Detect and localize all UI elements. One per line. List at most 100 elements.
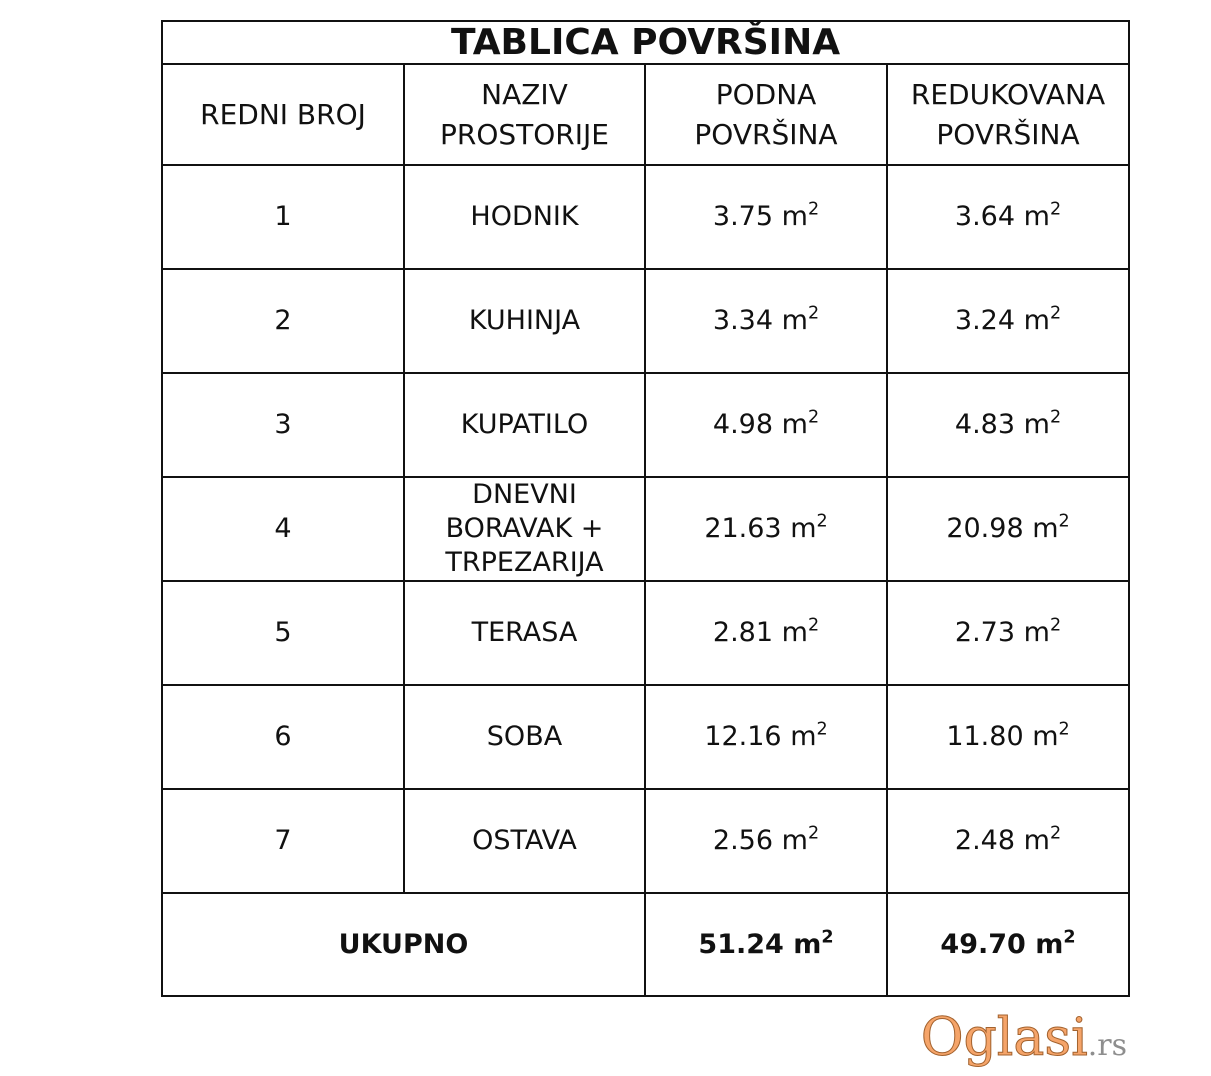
- floor-area-value: 3.34: [712, 305, 774, 336]
- reduced-area: 20.98 m2: [885, 476, 1131, 582]
- row-number: 7: [161, 788, 405, 894]
- table-row: 1 HODNIK 3.75 m2 3.64 m2: [161, 164, 1131, 270]
- unit-exponent: 2: [1049, 303, 1062, 324]
- unit: m: [781, 201, 808, 232]
- floor-area: 4.98 m2: [644, 372, 888, 478]
- room-name: TERASA: [403, 580, 646, 686]
- floor-area: 12.16 m2: [644, 684, 888, 790]
- unit: m: [1023, 409, 1050, 440]
- header-no: REDNI BROJ: [161, 63, 405, 166]
- header-reduced-line1: REDUKOVANA: [910, 77, 1106, 111]
- unit-exponent: 2: [807, 615, 820, 636]
- header-row: REDNI BROJ NAZIV PROSTORIJE PODNA POVRŠINA…: [161, 63, 1131, 166]
- header-floor: PODNA POVRŠINA: [644, 63, 888, 166]
- floor-area: 2.81 m2: [644, 580, 888, 686]
- unit: m: [781, 617, 808, 648]
- unit-exponent: 2: [816, 511, 828, 532]
- floor-area: 2.56 m2: [644, 788, 888, 894]
- logo-tld: .rs: [1087, 1028, 1127, 1063]
- reduced-area-value: 2.73: [954, 617, 1016, 648]
- unit: m: [790, 513, 817, 544]
- unit-exponent: 2: [807, 303, 820, 324]
- reduced-area: 11.80 m2: [885, 684, 1131, 790]
- unit-exponent: 2: [1049, 407, 1062, 428]
- unit-exponent: 2: [807, 407, 820, 428]
- total-row: UKUPNO 51.24 m2 49.70 m2: [161, 892, 1131, 997]
- unit: m: [1035, 929, 1064, 960]
- floor-area: 21.63 m2: [644, 476, 888, 582]
- reduced-area: 4.83 m2: [885, 372, 1131, 478]
- floor-area: 3.75 m2: [644, 164, 888, 270]
- unit: m: [793, 929, 822, 960]
- area-table: TABLICA POVRŠINA REDNI BROJ NAZIV PROSTOR…: [160, 20, 1131, 997]
- floor-area-value: 21.63: [704, 513, 782, 544]
- room-name: SOBA: [403, 684, 646, 790]
- unit: m: [781, 825, 808, 856]
- header-name-line2: PROSTORIJE: [440, 117, 609, 151]
- unit-exponent: 2: [807, 823, 820, 844]
- unit-exponent: 2: [1058, 719, 1070, 740]
- table-row: 5 TERASA 2.81 m2 2.73 m2: [161, 580, 1131, 686]
- reduced-area: 3.24 m2: [885, 268, 1131, 374]
- header-reduced: REDUKOVANA POVRŠINA: [885, 63, 1131, 166]
- unit: m: [790, 721, 817, 752]
- unit: m: [1032, 721, 1059, 752]
- total-reduced-value: 49.70: [940, 929, 1026, 960]
- table-row: 4 DNEVNI BORAVAK + TRPEZARIJA 21.63 m2 2…: [161, 476, 1131, 582]
- reduced-area-value: 3.24: [954, 305, 1016, 336]
- reduced-area-value: 20.98: [946, 513, 1024, 544]
- unit: m: [1023, 305, 1050, 336]
- unit-exponent: 2: [1049, 615, 1062, 636]
- table-row: 7 OSTAVA 2.56 m2 2.48 m2: [161, 788, 1131, 894]
- reduced-area: 3.64 m2: [885, 164, 1131, 270]
- row-number: 4: [161, 476, 405, 582]
- floor-area-value: 12.16: [704, 721, 782, 752]
- unit: m: [1023, 825, 1050, 856]
- total-label: UKUPNO: [161, 892, 646, 997]
- room-name: KUPATILO: [403, 372, 646, 478]
- header-name: NAZIV PROSTORIJE: [403, 63, 646, 166]
- room-name: KUHINJA: [403, 268, 646, 374]
- floor-area-value: 2.81: [712, 617, 774, 648]
- room-name: OSTAVA: [403, 788, 646, 894]
- oglasi-watermark-logo: Oglasi.rs: [920, 1008, 1127, 1072]
- header-reduced-line2: POVRŠINA: [936, 117, 1080, 151]
- reduced-area: 2.73 m2: [885, 580, 1131, 686]
- floor-area-value: 4.98: [712, 409, 774, 440]
- row-number: 1: [161, 164, 405, 270]
- row-number: 3: [161, 372, 405, 478]
- unit: m: [1023, 201, 1050, 232]
- unit: m: [781, 409, 808, 440]
- table-row: 3 KUPATILO 4.98 m2 4.83 m2: [161, 372, 1131, 478]
- unit-exponent: 2: [807, 199, 820, 220]
- unit: m: [781, 305, 808, 336]
- unit-exponent: 2: [1049, 823, 1062, 844]
- reduced-area-value: 3.64: [954, 201, 1016, 232]
- reduced-area-value: 11.80: [946, 721, 1024, 752]
- row-number: 6: [161, 684, 405, 790]
- header-floor-line2: POVRŠINA: [694, 117, 838, 151]
- total-floor-value: 51.24: [698, 929, 784, 960]
- total-floor: 51.24 m2: [644, 892, 888, 997]
- table-row: 2 KUHINJA 3.34 m2 3.24 m2: [161, 268, 1131, 374]
- unit-exponent: 2: [1058, 511, 1070, 532]
- unit-exponent: 2: [816, 719, 828, 740]
- row-number: 2: [161, 268, 405, 374]
- room-name: HODNIK: [403, 164, 646, 270]
- unit-exponent: 2: [821, 927, 834, 948]
- reduced-area-value: 4.83: [954, 409, 1016, 440]
- floor-area: 3.34 m2: [644, 268, 888, 374]
- unit: m: [1023, 617, 1050, 648]
- header-name-line1: NAZIV: [481, 77, 568, 111]
- logo-name: Oglasi: [920, 1008, 1088, 1069]
- header-floor-line1: PODNA: [715, 77, 817, 111]
- table-title: TABLICA POVRŠINA: [160, 20, 1131, 65]
- floor-area-value: 2.56: [712, 825, 774, 856]
- room-name: DNEVNI BORAVAK + TRPEZARIJA: [403, 476, 646, 582]
- floor-area-value: 3.75: [712, 201, 774, 232]
- reduced-area-value: 2.48: [954, 825, 1016, 856]
- total-reduced: 49.70 m2: [885, 892, 1131, 997]
- table-row: 6 SOBA 12.16 m2 11.80 m2: [161, 684, 1131, 790]
- unit-exponent: 2: [1049, 199, 1062, 220]
- reduced-area: 2.48 m2: [885, 788, 1131, 894]
